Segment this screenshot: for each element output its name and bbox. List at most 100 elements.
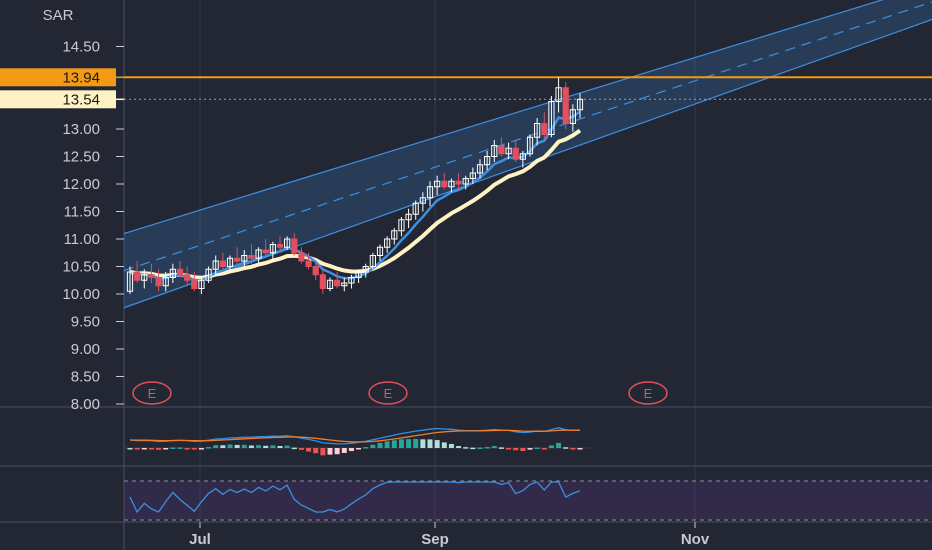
y-tick-label: 11.50 [64,204,100,221]
candle-up [476,164,484,174]
candle-down [312,266,319,276]
y-tick-label: 12.00 [62,176,100,193]
macd-histogram-bar [398,439,404,448]
candle-up [405,213,412,221]
macd-histogram-bar [320,448,326,456]
candle-up [205,268,212,281]
macd-histogram-bar [227,444,233,448]
macd-histogram-bar [127,448,133,450]
macd-histogram-bar [177,447,183,449]
macd-histogram-bar [184,448,190,450]
candle-up [241,255,248,262]
candle-up [484,156,491,166]
y-tick-label: 8.00 [71,396,100,413]
macd-histogram-bar [406,439,412,448]
macd-histogram-bar [348,448,354,452]
candle-up [169,268,176,278]
macd-histogram-bar [534,447,540,450]
y-tick-label: 10.50 [62,259,100,276]
y-tick-label: 8.50 [71,369,100,386]
candle-down [541,123,548,135]
macd-histogram-bar [313,448,319,454]
earnings-label: E [384,386,393,401]
candle-up [126,271,134,292]
candle-up [384,238,391,248]
price-axis[interactable]: SAR 14.50 13.00 12.50 12.00 11.50 11.00 10.50 10… [43,7,124,413]
macd-histogram-bar [270,445,276,448]
candle-down [148,274,155,278]
candle-down [219,260,226,267]
candles [126,77,584,294]
macd-histogram-bar [491,446,497,448]
candle-down [184,274,191,281]
candle-up [576,98,584,111]
macd-histogram-bar [248,445,254,448]
macd-histogram-bar [356,448,362,450]
y-tick-label: 9.50 [71,314,100,331]
candle-up [212,260,219,270]
candle-down [291,238,298,254]
resistance-line [124,76,932,100]
macd-histogram-bar [256,445,262,448]
time-axis[interactable]: Jul Sep Nov [189,522,710,548]
candle-up [376,246,384,256]
candle-down [562,87,569,124]
candle-down [155,277,162,287]
macd-histogram-bar [563,447,569,449]
x-tick-label: Jul [189,531,211,548]
macd-histogram-bar [298,448,304,450]
candle-up [419,197,426,204]
macd-histogram-bar [213,445,219,448]
macd-histogram-bar [541,448,547,450]
candle-down [176,268,184,276]
macd-histogram-bar [363,447,369,449]
candle-up [569,109,576,124]
macd-histogram-bar [170,447,176,449]
earnings-label: E [148,386,157,401]
macd-histogram-bar [263,445,269,448]
ema-slow-line [129,128,582,280]
macd-histogram-bar [556,442,562,448]
macd-histogram-bar [220,445,226,448]
candle-up [341,282,348,287]
candle-up [448,180,455,188]
macd-histogram-bar [134,448,140,450]
price-tag-label: 13.94 [62,69,100,86]
moving-averages [129,110,582,282]
candle-down [248,255,255,259]
macd-histogram-bar [191,448,197,450]
candle-up [526,136,534,155]
macd-histogram-bar [498,447,504,449]
macd-histogram-bar [413,438,419,448]
macd-histogram-bar [577,448,583,450]
candle-up [434,180,441,188]
macd-histogram-bar [520,448,526,452]
earnings-marker [132,381,172,405]
channel-upper [123,0,884,235]
macd-histogram-bar [548,445,554,448]
candle-up [226,257,234,267]
candle-up [505,147,512,155]
macd-histogram-bar [156,448,162,450]
macd-histogram-bar [570,448,576,450]
candle-up [269,244,276,254]
macd-histogram-bar [341,448,347,453]
y-tick-label: 12.50 [62,149,100,166]
price-tag-label: 13.54 [62,91,100,108]
candle-up [284,238,291,248]
macd-histogram-bar [234,444,240,448]
candle-down [262,249,269,254]
macd-histogram-bar [513,448,519,451]
macd-histogram-bar [506,448,512,450]
y-tick-label: 14.50 [62,39,100,56]
candle-up [412,202,419,215]
rsi-pane [124,480,932,521]
candle-down [276,244,284,248]
macd-histogram-bar [427,439,433,448]
earnings-marker [628,381,668,405]
candle-up [355,271,362,278]
x-tick-label: Nov [681,531,710,548]
